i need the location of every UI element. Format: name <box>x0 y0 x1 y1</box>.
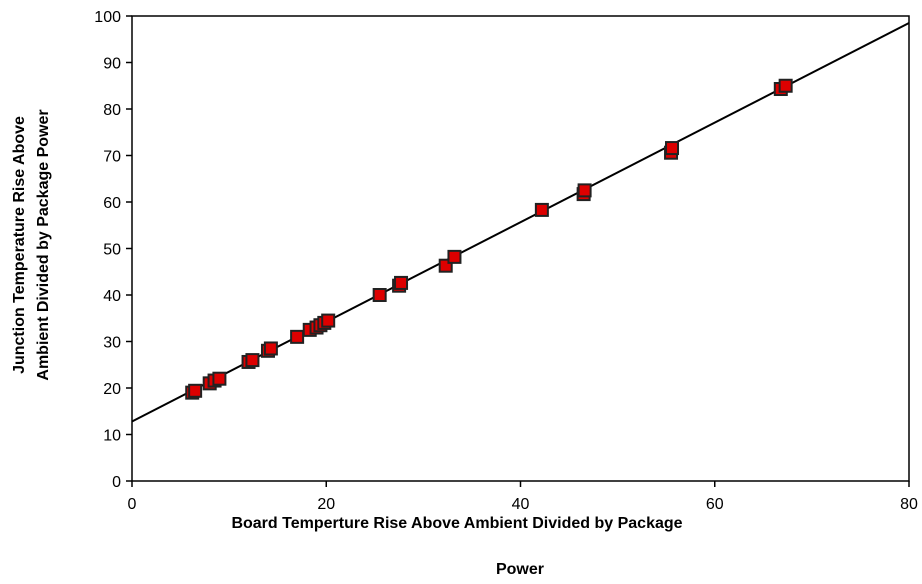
data-point-marker <box>665 141 680 156</box>
data-point-marker <box>394 275 409 290</box>
y-tick-label: 80 <box>103 102 121 119</box>
data-point-marker <box>212 371 227 386</box>
y-axis-title-line-1: Junction Temperature Rise Above <box>11 116 28 374</box>
y-tick-label: 20 <box>103 381 121 398</box>
y-tick-label: 90 <box>103 56 121 73</box>
x-tick-label: 0 <box>128 496 137 513</box>
y-tick-label: 60 <box>103 195 121 212</box>
x-axis-title-line-1: Board Temperture Rise Above Ambient Divi… <box>231 515 682 532</box>
x-axis-title-line-2: Power <box>496 561 544 578</box>
data-point-marker <box>534 202 549 217</box>
data-point-marker <box>577 183 592 198</box>
data-point-marker <box>372 288 387 302</box>
data-point-marker <box>263 341 278 356</box>
y-tick-label: 100 <box>94 9 121 26</box>
x-tick-label: 20 <box>317 496 335 513</box>
data-points <box>185 78 793 400</box>
y-tick-label: 40 <box>103 288 121 305</box>
y-tick-label: 10 <box>103 428 121 445</box>
x-axis-ticks: 0 20 40 60 80 <box>128 481 918 513</box>
data-point-marker <box>188 383 203 398</box>
y-tick-label: 30 <box>103 335 121 352</box>
y-tick-label: 50 <box>103 242 121 259</box>
y-axis-ticks: 0 10 20 30 40 50 60 70 80 90 100 <box>94 9 132 491</box>
y-tick-label: 70 <box>103 149 121 166</box>
y-axis-title-line-2: Ambient Divided by Package Power <box>35 109 52 380</box>
y-tick-label: 0 <box>112 474 121 491</box>
data-point-marker <box>321 313 336 328</box>
x-tick-label: 40 <box>512 496 530 513</box>
data-point-marker <box>778 78 793 93</box>
data-point-marker <box>290 329 305 344</box>
data-point-marker <box>245 353 260 368</box>
x-tick-label: 80 <box>900 496 918 513</box>
data-point-marker <box>447 249 462 264</box>
x-tick-label: 60 <box>706 496 724 513</box>
